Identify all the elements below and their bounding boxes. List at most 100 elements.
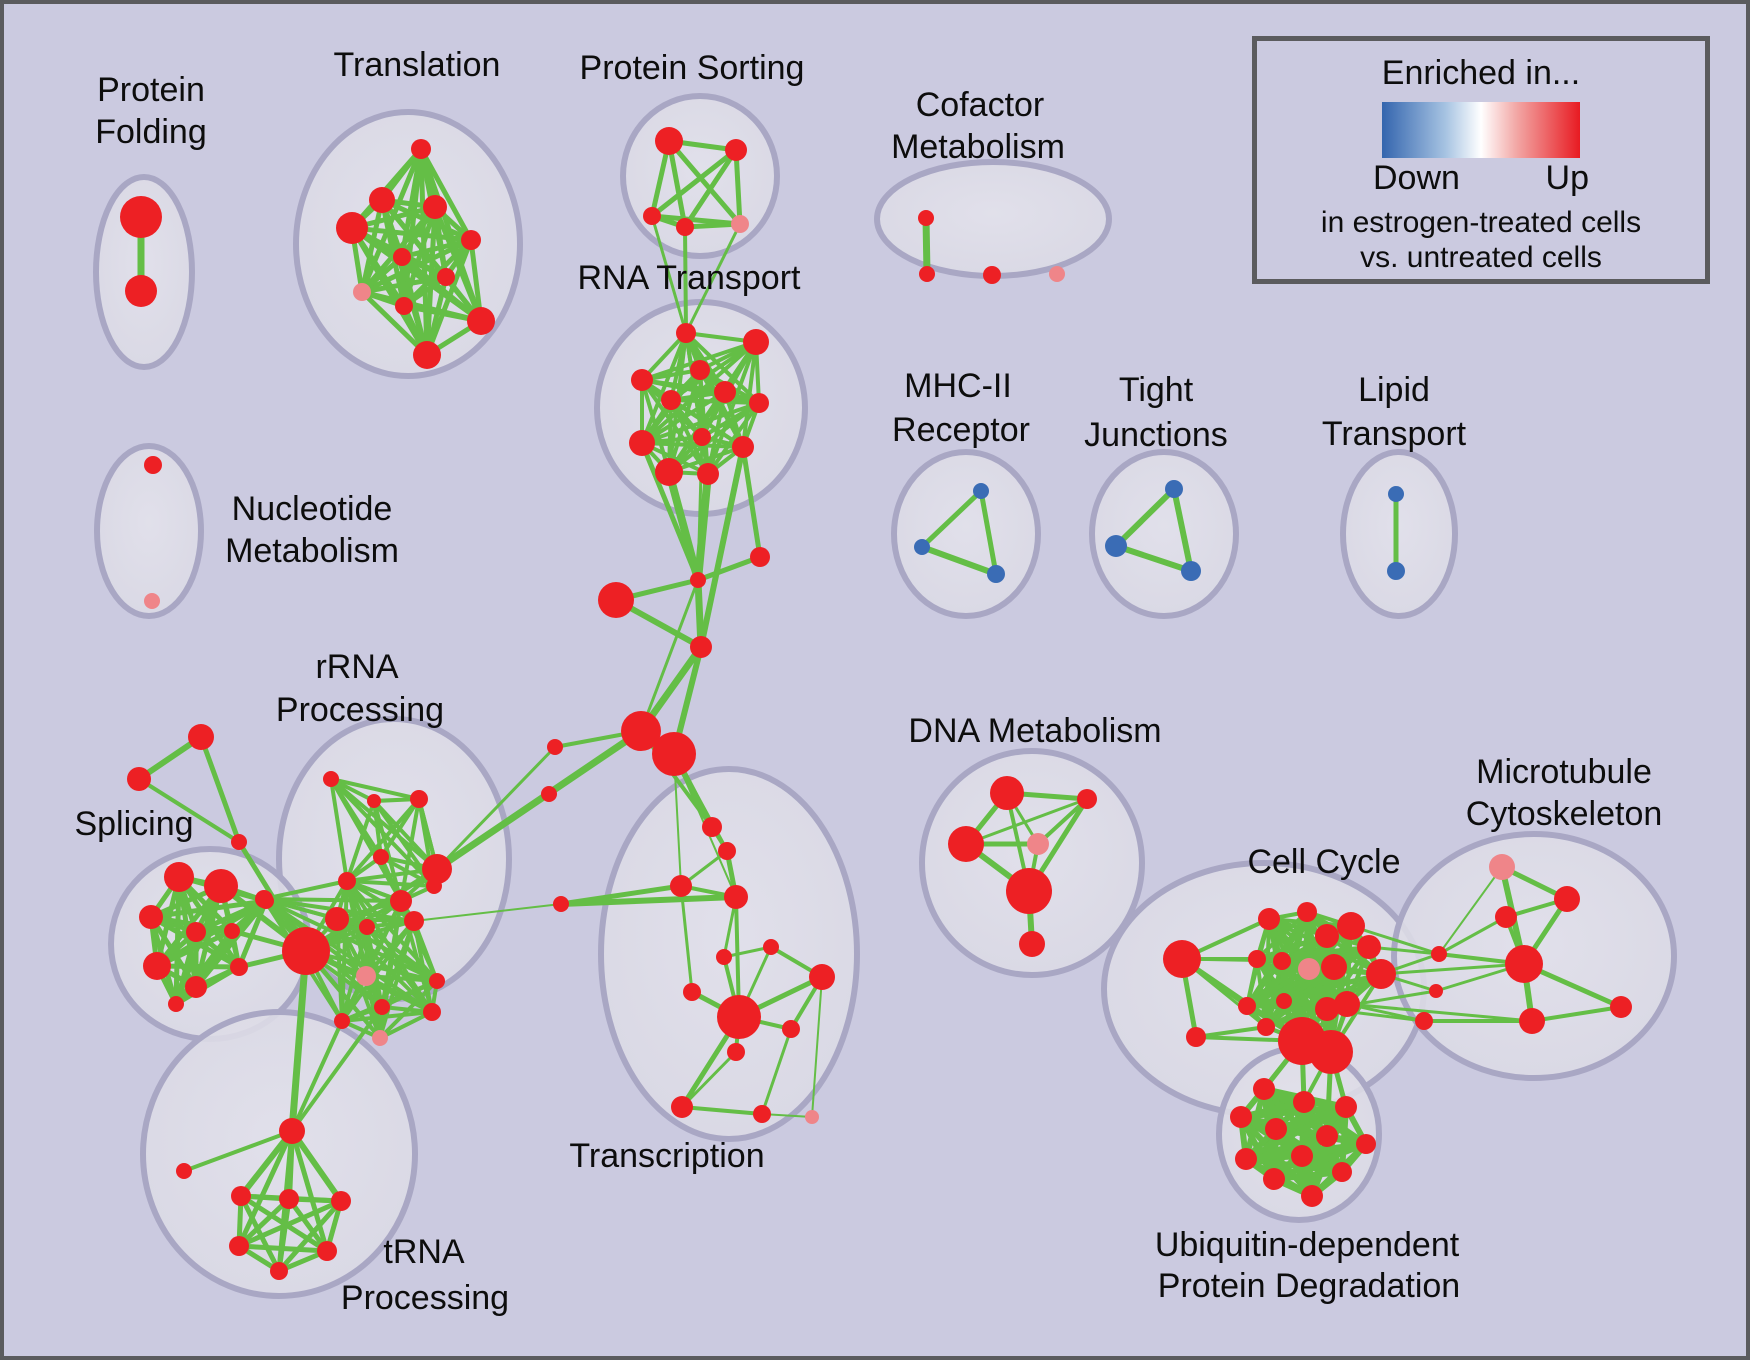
edge-ps2-ps5 [733, 147, 743, 227]
edge-tn3-tn4 [236, 1198, 344, 1249]
edge-tn_hub-rr15 [290, 1019, 344, 1133]
legend-caption-line1: in estrogen-treated cells [1320, 206, 1642, 239]
node-tn_hub [279, 1118, 305, 1144]
edge-cc9-cc11 [1245, 965, 1336, 1008]
node-ub10 [1332, 1162, 1352, 1182]
node-m2 [914, 539, 930, 555]
edge-h1-h4 [694, 576, 705, 651]
cluster-ellipse-mhc-ii-receptor [891, 449, 1041, 619]
edge-ps4-rt1 [683, 225, 688, 335]
node-tj2 [1105, 535, 1127, 557]
edge-rt1-rt7 [684, 331, 761, 405]
edge-mt4-mt5 [1530, 1005, 1623, 1023]
cluster-label-2: Translation [334, 46, 501, 84]
node-tr8 [353, 283, 371, 301]
node-ub5 [1316, 1125, 1338, 1147]
edge-tr3-tr10 [432, 204, 484, 324]
node-mt2 [1495, 906, 1517, 928]
node-tr11 [413, 341, 441, 369]
node-cc4 [1337, 912, 1365, 940]
node-tx1 [702, 817, 722, 837]
node-rt12 [697, 463, 719, 485]
node-cc1 [1258, 908, 1280, 930]
legend-title: Enriched in... [1381, 54, 1581, 92]
edge-tr4-tr5 [349, 225, 474, 243]
edge-rt5-rt7 [669, 398, 761, 405]
node-tn6 [270, 1262, 288, 1280]
node-lt1 [1388, 486, 1404, 502]
node-h6 [652, 732, 696, 776]
node-rt5 [661, 390, 681, 410]
node-tr3 [423, 195, 447, 219]
node-tr10 [467, 307, 495, 335]
node-tj1 [1165, 480, 1183, 498]
node-rt11 [655, 458, 683, 486]
edge-tn_hub-tn4 [236, 1128, 295, 1249]
node-mtp [1489, 854, 1515, 880]
node-cc14 [1334, 991, 1360, 1017]
node-dm2 [1077, 789, 1097, 809]
cluster-label-12: Transport [1322, 415, 1467, 453]
node-nm1 [144, 456, 162, 474]
edge-rt1-rt9 [640, 331, 688, 445]
edge-rr2-rr7 [372, 799, 439, 871]
node-rt1 [676, 323, 696, 343]
edge-rr13-rr16 [364, 974, 434, 1014]
node-rr6 [390, 890, 412, 912]
node-tn3 [331, 1191, 351, 1211]
edge-tx0-tx4 [558, 894, 739, 907]
edge-tn_hub-tn3 [289, 1128, 344, 1204]
node-ub4 [1265, 1118, 1287, 1140]
cluster-label-13: Nucleotide [232, 490, 393, 528]
node-mt4 [1610, 996, 1632, 1018]
node-dm3 [948, 826, 984, 862]
node-tn4 [229, 1236, 249, 1256]
edge-dm2-dm3 [964, 797, 1089, 846]
node-lt2 [1387, 562, 1405, 580]
edge-m1-m3 [978, 488, 999, 577]
node-rr9 [325, 907, 349, 931]
edge-rr10-rr15 [340, 925, 369, 1023]
node-ps2 [725, 139, 747, 161]
node-tx9 [809, 964, 835, 990]
node-pf1 [120, 196, 162, 238]
node-sl3 [139, 905, 163, 929]
node-cc13 [1315, 997, 1339, 1021]
node-mt5 [1519, 1008, 1545, 1034]
edge-tn3-tn6 [276, 1198, 344, 1274]
node-rt6 [714, 381, 736, 403]
cluster-ellipse-cofactor-metabolism [874, 159, 1112, 279]
node-tx2 [718, 842, 736, 860]
node-ub7 [1356, 1134, 1376, 1154]
edge-rr11-rr15 [340, 919, 416, 1023]
node-cc15 [1257, 1018, 1275, 1036]
node-tx14 [805, 1110, 819, 1124]
node-rr10 [359, 919, 375, 935]
edge-rr3-rr5 [345, 797, 421, 883]
edge-ps2-ps4 [682, 147, 739, 230]
node-mtb2 [1429, 984, 1443, 998]
node-mtb3 [1415, 1012, 1433, 1030]
node-spc [231, 834, 247, 850]
edge-hub-tn_hub [288, 947, 310, 1135]
edge-spb-spc [137, 777, 241, 844]
edge-ps5-rt1 [684, 222, 742, 335]
node-rt10 [732, 436, 754, 458]
node-rt8 [693, 428, 711, 446]
edge-cc7-cc11 [1245, 959, 1284, 1008]
node-cc5 [1357, 935, 1381, 959]
cluster-label-17: Splicing [74, 805, 193, 843]
edge-tx9-tx14 [811, 976, 823, 1118]
edge-rt8-h1 [696, 435, 704, 582]
node-sl9 [230, 958, 248, 976]
node-dm5 [1006, 868, 1052, 914]
edge-mt2-mtb1 [1437, 915, 1508, 956]
cluster-label-3: Protein Sorting [580, 49, 805, 87]
edge-rt4-rt7 [640, 378, 761, 405]
edge-rt7-rt12 [706, 401, 761, 476]
node-tx6 [763, 939, 779, 955]
edge-rr5-rr8 [262, 879, 349, 901]
edge-tr1-tr5 [418, 146, 474, 243]
edge-rr16-rr18 [378, 1010, 434, 1040]
node-cf1 [918, 210, 934, 226]
